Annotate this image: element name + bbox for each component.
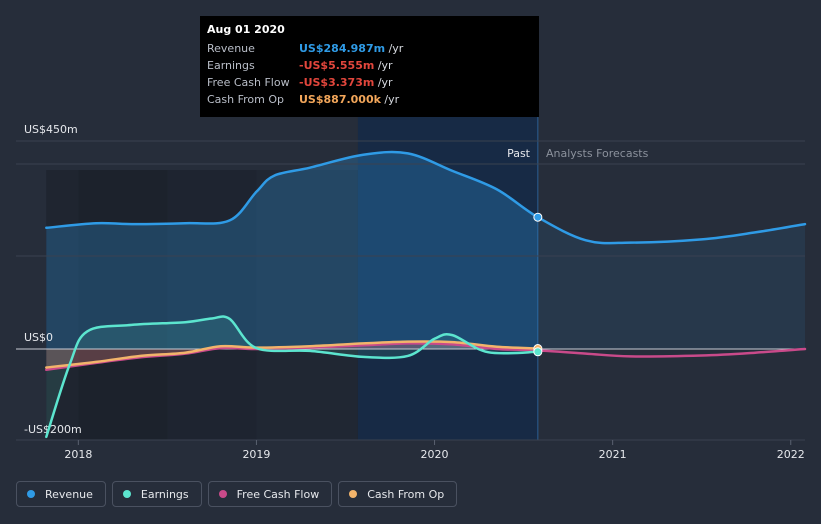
legend-item-revenue[interactable]: Revenue (16, 481, 106, 507)
x-tick-label: 2022 (777, 448, 805, 461)
legend-label: Earnings (140, 487, 189, 501)
tooltip-row: Cash From Op US$887.000k /yr (207, 91, 539, 108)
legend-item-cash-from-op[interactable]: Cash From Op (338, 481, 458, 507)
legend-label: Free Cash Flow (236, 487, 320, 501)
revenue-marker (533, 212, 543, 222)
tooltip-value: -US$3.373m (299, 76, 375, 89)
tooltip-label: Earnings (207, 59, 255, 72)
legend: Revenue Earnings Free Cash Flow Cash From O… (16, 481, 458, 509)
past-band (78, 170, 168, 440)
free-cash-flow-area (46, 343, 538, 370)
past-label: Past (507, 147, 531, 160)
cash-from-op-line (45, 340, 540, 369)
tooltip-value: US$887.000k (299, 93, 381, 106)
tooltip-row: Earnings -US$5.555m /yr (207, 57, 539, 74)
y-tick-label: -US$200m (24, 423, 82, 436)
legend-label: Cash From Op (367, 487, 445, 501)
earnings-area (46, 316, 538, 437)
earnings-marker (533, 347, 543, 357)
forecast-label: Analysts Forecasts (546, 147, 649, 160)
earnings-line (45, 315, 540, 439)
x-tick-label: 2020 (421, 448, 449, 461)
legend-dot (27, 490, 35, 498)
tooltip-unit: /yr (380, 93, 400, 106)
legend-label: Revenue (45, 487, 93, 501)
tooltip-value: US$284.987m (299, 42, 386, 55)
x-tick-label: 2018 (64, 448, 92, 461)
x-tick-label: 2021 (599, 448, 627, 461)
tooltip-value: -US$5.555m (299, 59, 375, 72)
legend-dot (218, 490, 227, 498)
y-tick-label: US$0 (24, 331, 53, 344)
past-band (256, 170, 358, 440)
legend-dot (349, 490, 358, 498)
y-tick-label: US$450m (24, 123, 78, 136)
cash-from-op-area (46, 341, 538, 368)
revenue-area (46, 152, 538, 349)
legend-dot (122, 490, 131, 498)
revenue-line (45, 150, 807, 245)
tooltip-date: Aug 01 2020 (207, 23, 285, 36)
revenue-forecast-area (537, 217, 805, 349)
tooltip-label: Cash From Op (207, 93, 285, 106)
tooltip-unit: /yr (385, 42, 404, 55)
tooltip-row: Revenue US$284.987m /yr (207, 40, 539, 57)
tooltip-row: Free Cash Flow -US$3.373m /yr (207, 74, 539, 91)
tooltip-unit: /yr (374, 76, 393, 89)
legend-item-earnings[interactable]: Earnings (111, 481, 202, 507)
legend-item-free-cash-flow[interactable]: Free Cash Flow (207, 481, 333, 507)
tooltip-label: Free Cash Flow (207, 76, 290, 89)
tooltip-unit: /yr (374, 59, 393, 72)
past-band (46, 170, 79, 440)
x-tick-label: 2019 (242, 448, 270, 461)
tooltip: Aug 01 2020 Revenue US$284.987m /yr Earnin… (200, 16, 539, 117)
tooltip-label: Revenue (207, 42, 255, 55)
past-band (167, 170, 257, 440)
